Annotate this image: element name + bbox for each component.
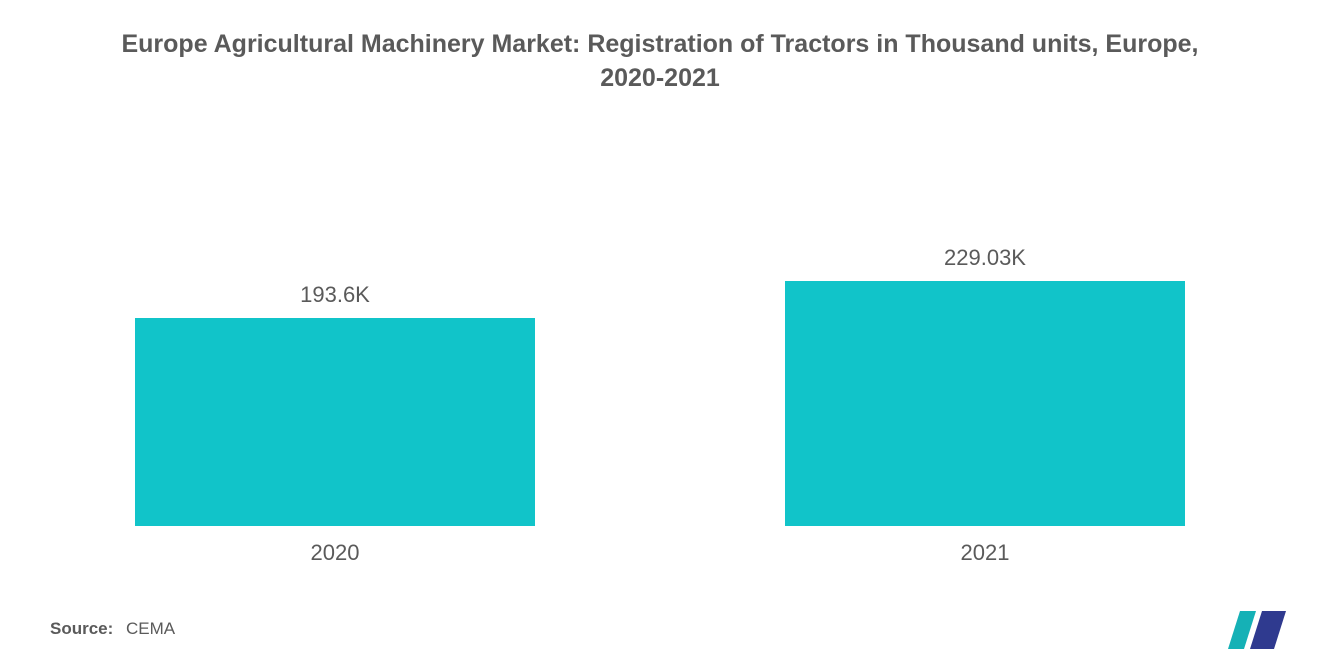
- chart-area: 193.6K 2020 229.03K 2021: [40, 146, 1280, 566]
- bar-group-0: 193.6K 2020: [135, 282, 535, 565]
- bar-group-1: 229.03K 2021: [785, 245, 1185, 566]
- bar-0: [135, 318, 535, 525]
- source-value: CEMA: [126, 619, 175, 638]
- bar-value-0: 193.6K: [300, 282, 370, 308]
- bar-value-1: 229.03K: [944, 245, 1026, 271]
- source-row: Source: CEMA: [50, 619, 175, 639]
- chart-container: Europe Agricultural Machinery Market: Re…: [0, 0, 1320, 665]
- bar-label-1: 2021: [961, 540, 1010, 566]
- logo-right-shape: [1250, 611, 1286, 649]
- source-label: Source:: [50, 619, 113, 638]
- bar-label-0: 2020: [311, 540, 360, 566]
- bar-1: [785, 281, 1185, 526]
- bars-row: 193.6K 2020 229.03K 2021: [40, 146, 1280, 566]
- brand-logo-icon: [1226, 609, 1290, 651]
- chart-title: Europe Agricultural Machinery Market: Re…: [110, 28, 1210, 96]
